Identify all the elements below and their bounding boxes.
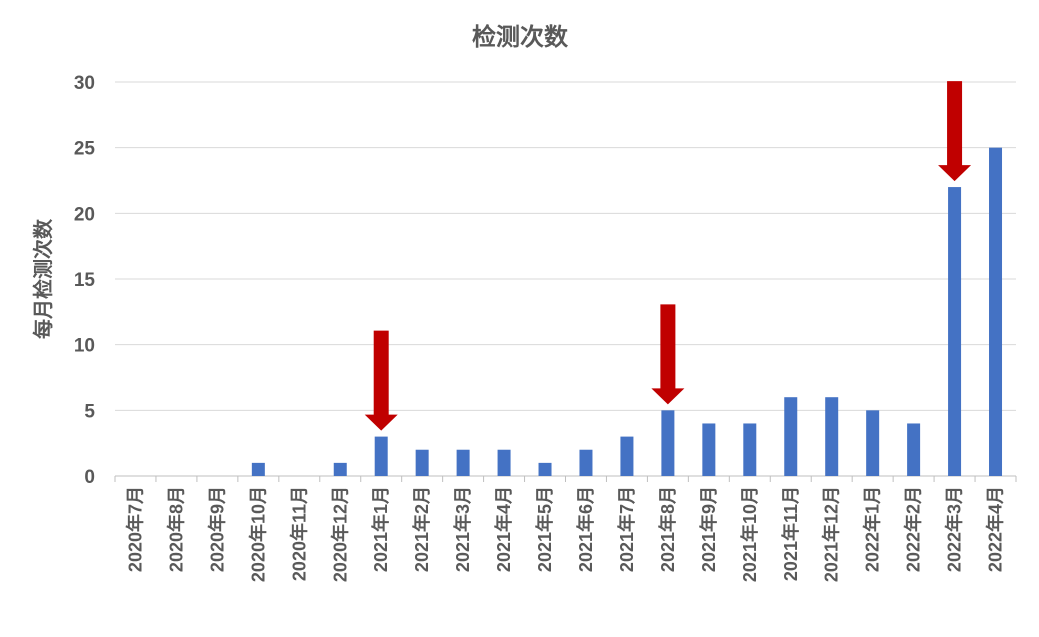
x-tick-label: 2021年9月 xyxy=(698,486,719,572)
arrow-down-icon xyxy=(364,330,398,431)
x-tick-label: 2020年11月 xyxy=(288,486,309,581)
x-tick-label: 2022年1月 xyxy=(862,486,883,572)
y-tick-label: 15 xyxy=(74,270,96,291)
bar xyxy=(456,449,470,476)
bar xyxy=(251,462,265,476)
x-tick-label: 2021年3月 xyxy=(452,486,473,572)
y-tick-label: 25 xyxy=(74,139,96,160)
y-axis-ticks: 0 5 10 15 20 25 30 xyxy=(74,73,96,488)
x-tick-label: 2022年2月 xyxy=(903,486,924,572)
x-tick-label: 2021年5月 xyxy=(534,486,555,572)
x-tick-label: 2020年7月 xyxy=(124,486,145,572)
arrow-down-icon xyxy=(651,304,685,405)
x-tick-label: 2020年10月 xyxy=(247,486,268,582)
bar xyxy=(661,410,675,476)
gridlines xyxy=(114,81,1017,482)
x-tick-label: 2021年2月 xyxy=(411,486,432,572)
x-axis-ticks: 2020年7月 2020年8月 2020年9月 2020年10月 2020年11月 202… xyxy=(124,486,1005,582)
chart-title: 检测次数 xyxy=(472,23,569,51)
x-tick-label: 2022年4月 xyxy=(985,486,1006,572)
bar xyxy=(415,449,429,476)
x-tick-label: 2021年8月 xyxy=(657,486,678,572)
arrow-down-icon xyxy=(938,81,972,182)
annotation-arrows xyxy=(364,81,972,431)
bar xyxy=(743,423,757,476)
y-tick-label: 30 xyxy=(74,73,95,94)
x-tick-label: 2021年6月 xyxy=(575,486,596,572)
x-tick-label: 2021年7月 xyxy=(616,486,637,572)
bar xyxy=(989,147,1003,476)
y-axis-label: 每月检测次数 xyxy=(31,218,55,339)
y-tick-label: 5 xyxy=(84,401,95,422)
bar xyxy=(702,423,716,476)
bar xyxy=(825,397,839,476)
x-tick-label: 2022年3月 xyxy=(944,486,965,572)
bar xyxy=(374,436,388,476)
bar xyxy=(784,397,798,476)
x-tick-label: 2021年11月 xyxy=(780,486,801,581)
bars xyxy=(251,147,1003,477)
bar xyxy=(538,462,552,476)
bar xyxy=(333,462,347,476)
y-tick-label: 0 xyxy=(84,467,95,488)
y-tick-label: 20 xyxy=(74,204,95,225)
x-tick-label: 2021年4月 xyxy=(493,486,514,572)
bar xyxy=(497,449,511,476)
bar xyxy=(948,187,962,477)
y-tick-label: 10 xyxy=(74,336,95,357)
x-tick-label: 2020年9月 xyxy=(206,486,227,572)
x-tick-label: 2021年10月 xyxy=(739,486,760,582)
x-tick-label: 2020年12月 xyxy=(329,486,350,582)
bar xyxy=(907,423,921,476)
x-tick-label: 2020年8月 xyxy=(165,486,186,572)
x-tick-label: 2021年1月 xyxy=(370,486,391,572)
bar xyxy=(579,449,593,476)
bar xyxy=(620,436,634,476)
x-tick-label: 2021年12月 xyxy=(821,486,842,582)
bar xyxy=(866,410,880,476)
